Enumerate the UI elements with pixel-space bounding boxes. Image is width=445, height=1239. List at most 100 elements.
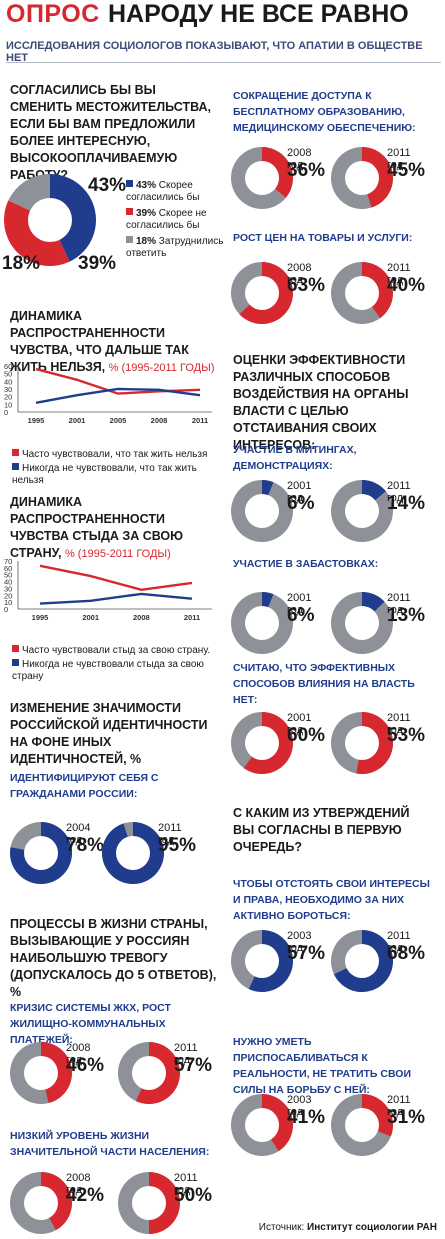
education-donut-2008: 2008 год 36% xyxy=(229,145,329,211)
legend-item-agree: 43% Скорее согласились бы xyxy=(126,180,200,203)
statements-title: С КАКИМ ИЗ УТВЕРЖДЕНИЙ ВЫ СОГЛАСНЫ В ПЕР… xyxy=(233,806,410,854)
donut-ring xyxy=(331,480,393,542)
page-subtitle: ИССЛЕДОВАНИЯ СОЦИОЛОГОВ ПОКАЗЫВАЮТ, ЧТО … xyxy=(6,40,423,64)
donut-hole xyxy=(245,944,279,978)
donut-hole xyxy=(245,726,279,760)
legend-item-disagree: 39% Скорее не согласились бы xyxy=(126,208,207,231)
donut-hole xyxy=(245,276,279,310)
x-tick-label: 2011 xyxy=(192,416,208,425)
donut-hole xyxy=(245,606,279,640)
donut-year-label: 2011 год xyxy=(174,1172,198,1196)
line1-legend-blue: Никогда не чувствовали, что так жить нел… xyxy=(12,463,197,486)
fight-donut-2011: 2011 год 68% xyxy=(329,928,429,994)
donut-percent-label: 6% xyxy=(287,493,315,514)
swatch-blue xyxy=(126,180,133,187)
donut-year-label: 2011 год xyxy=(174,1042,198,1066)
donut-percent-label: 45% xyxy=(387,160,426,181)
line1-title: ДИНАМИКА РАСПРОСТРАНЕННОСТИ ЧУВСТВА, ЧТО… xyxy=(10,309,215,374)
page-title: НАРОДУ НЕ ВСЕ РАВНО xyxy=(108,0,409,28)
series-line-red xyxy=(39,564,193,592)
header-opros: ОПРОС xyxy=(6,0,100,28)
strikes-donut-2001: 2001 год 6% xyxy=(229,590,329,656)
donut-ring xyxy=(231,930,293,992)
donut-year-label: 2001 год xyxy=(287,592,312,616)
jkh-donut-2008: 2008 год 46% xyxy=(8,1040,108,1106)
relocate-legend: 43% Скорее согласились бы 39% Скорее не … xyxy=(126,180,226,260)
donut-hole xyxy=(245,161,279,195)
donut-percent-label: 57% xyxy=(174,1055,213,1076)
y-tick-label: 30 xyxy=(4,385,12,394)
efficiency-title: ОЦЕНКИ ЭФФЕКТИВНОСТИ РАЗЛИЧНЫХ СПОСОБОВ … xyxy=(233,353,409,452)
donut-hole xyxy=(245,1108,279,1142)
donut-percent-label: 14% xyxy=(387,493,426,514)
donut-year-label: 2008 год xyxy=(66,1042,91,1066)
donut-year-label: 2011 год xyxy=(387,480,411,504)
donut-percent-label: 41% xyxy=(287,1107,326,1128)
donut-ring xyxy=(231,147,293,209)
donut-percent-label: 40% xyxy=(387,275,426,296)
y-tick-label: 10 xyxy=(4,400,12,409)
donut-hole xyxy=(132,1056,166,1090)
donut-hole xyxy=(345,1108,379,1142)
donut-ring xyxy=(118,1042,181,1104)
source-note: Источник: Институт социологии РАН xyxy=(258,1222,437,1233)
donut-ring xyxy=(331,1094,393,1156)
donut-percent-label: 31% xyxy=(387,1107,426,1128)
donut-ring xyxy=(10,1042,72,1104)
donut-ring xyxy=(10,1172,73,1234)
donut-percent-label: 13% xyxy=(387,605,426,626)
relocate-pct-39: 39% xyxy=(78,253,117,274)
donut-hole xyxy=(24,1056,58,1090)
y-tick-label: 20 xyxy=(4,591,12,600)
x-tick-label: 1995 xyxy=(32,613,49,622)
x-tick-label: 2008 xyxy=(133,613,150,622)
concern-sub2: НИЗКИЙ УРОВЕНЬ ЖИЗНИ ЗНАЧИТЕЛЬНОЙ ЧАСТИ … xyxy=(10,1130,210,1158)
line2-legend: Часто чувствовали стыд за свою страну. Н… xyxy=(12,645,227,683)
donut-hole xyxy=(345,276,379,310)
donut-hole xyxy=(132,1186,166,1220)
relocate-pie xyxy=(3,174,96,266)
donut-percent-label: 6% xyxy=(287,605,315,626)
donut-year-label: 2011 год xyxy=(387,262,411,286)
noways-donut-2001: 2001 год 60% xyxy=(229,710,329,776)
donut-year-label: 2011 год xyxy=(387,712,411,736)
donut-ring xyxy=(231,712,293,774)
prices-donut-2008: 2008 год 63% xyxy=(229,260,329,326)
line2-legend-blue: Никогда не чувствовали стыда за свою стр… xyxy=(12,659,204,682)
x-tick-label: 2001 xyxy=(69,416,86,425)
identity-donut-2011: 2011 год 95% xyxy=(100,820,200,886)
donut-percent-label: 68% xyxy=(387,943,426,964)
line1-legend: Часто чувствовали, что так жить нельзя Н… xyxy=(12,449,227,487)
adapt-donut-2011: 2011 год 31% xyxy=(329,1092,429,1158)
living-donut-2008: 2008 год 42% xyxy=(8,1170,108,1236)
donut-ring xyxy=(331,592,393,654)
identity-subtitle: ИДЕНТИФИЦИРУЮТ СЕБЯ С ГРАЖДАНАМИ РОССИИ: xyxy=(10,772,159,800)
donut-year-label: 2001 год xyxy=(287,480,312,504)
donut-percent-label: 46% xyxy=(66,1055,105,1076)
donut-ring xyxy=(331,147,393,209)
donut-percent-label: 78% xyxy=(66,835,105,856)
rallies-donut-2011: 2011 год 14% xyxy=(329,478,429,544)
donut-year-label: 2008 год xyxy=(287,147,312,171)
donut-year-label: 2008 год xyxy=(66,1172,91,1196)
donut-year-label: 2004 год xyxy=(66,822,91,846)
y-tick-label: 60 xyxy=(4,362,12,371)
y-tick-label: 50 xyxy=(4,370,12,379)
donut-percent-label: 42% xyxy=(66,1185,105,1206)
y-tick-label: 0 xyxy=(4,408,8,417)
legend-item-undecided: 18% Затруднились ответить xyxy=(126,236,224,259)
donut-hole xyxy=(116,836,150,870)
x-tick-label: 2005 xyxy=(110,416,127,425)
efficiency-sub3: СЧИТАЮ, ЧТО ЭФФЕКТИВНЫХ СПОСОБОВ ВЛИЯНИЯ… xyxy=(233,662,415,706)
line1-legend-red: Часто чувствовали, что так жить нельзя xyxy=(12,449,227,461)
y-tick-label: 0 xyxy=(4,605,8,614)
donut-ring xyxy=(102,822,164,884)
donut-hole xyxy=(24,1186,58,1220)
donut-ring xyxy=(231,480,293,542)
identity-title: ИЗМЕНЕНИЕ ЗНАЧИМОСТИ РОССИЙСКОЙ ИДЕНТИЧН… xyxy=(10,701,208,766)
line2-title: ДИНАМИКА РАСПРОСТРАНЕННОСТИ ЧУВСТВА СТЫД… xyxy=(10,495,184,560)
donut-percent-label: 60% xyxy=(287,725,326,746)
donut-year-label: 2003 год xyxy=(287,930,312,954)
efficiency-sub1: УЧАСТИЕ В МИТИНГАХ, ДЕМОНСТРАЦИЯХ: xyxy=(233,444,357,472)
